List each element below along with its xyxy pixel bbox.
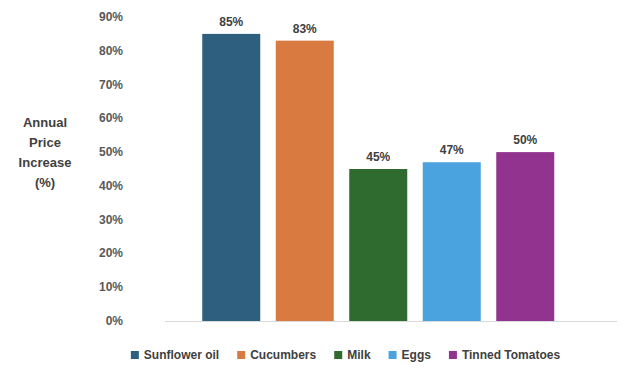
y-tick-label: 40%: [99, 179, 123, 193]
legend-item: Tinned Tomatoes: [449, 348, 561, 362]
legend-swatch: [334, 351, 342, 359]
y-tick-label: 60%: [99, 111, 123, 125]
y-axis-label-line: Price: [29, 135, 61, 150]
legend-item: Milk: [334, 348, 371, 362]
y-tick-label: 20%: [99, 246, 123, 260]
bar: [423, 162, 481, 321]
data-label: 45%: [366, 150, 390, 164]
legend-swatch: [131, 351, 139, 359]
bars: [202, 34, 554, 321]
y-tick-label: 90%: [99, 10, 123, 24]
bar: [349, 169, 407, 321]
legend-swatch: [449, 351, 457, 359]
chart: 0% 10% 20% 30% 40% 50% 60% 70% 80% 90% Annual Price…: [0, 0, 631, 379]
legend-swatch: [389, 351, 397, 359]
y-tick-label: 0%: [106, 314, 124, 328]
y-tick-label: 10%: [99, 280, 123, 294]
y-axis-label: Annual Price Increase (%): [19, 115, 72, 190]
y-tick-label: 80%: [99, 44, 123, 58]
y-tick-label: 30%: [99, 213, 123, 227]
y-tick-label: 50%: [99, 145, 123, 159]
legend-label: Cucumbers: [250, 348, 316, 362]
legend-label: Tinned Tomatoes: [462, 348, 561, 362]
y-axis-label-line: Increase: [19, 155, 72, 170]
x-axis-line: [165, 321, 617, 322]
legend-label: Sunflower oil: [144, 348, 219, 362]
legend: Sunflower oil Cucumbers Milk Eggs Tinned Tom…: [131, 348, 561, 362]
bar: [496, 152, 554, 321]
data-labels: 85% 83% 45% 47% 50%: [219, 15, 537, 164]
data-label: 83%: [293, 22, 317, 36]
y-tick-label: 70%: [99, 78, 123, 92]
legend-label: Eggs: [402, 348, 432, 362]
legend-item: Eggs: [389, 348, 432, 362]
y-axis: 0% 10% 20% 30% 40% 50% 60% 70% 80% 90%: [99, 10, 162, 328]
bar: [276, 41, 334, 321]
legend-label: Milk: [347, 348, 371, 362]
legend-item: Sunflower oil: [131, 348, 219, 362]
data-label: 85%: [219, 15, 243, 29]
legend-swatch: [237, 351, 245, 359]
legend-item: Cucumbers: [237, 348, 316, 362]
bar: [202, 34, 260, 321]
y-axis-label-line: Annual: [23, 115, 67, 130]
y-axis-label-line: (%): [35, 175, 55, 190]
data-label: 50%: [513, 133, 537, 147]
data-label: 47%: [440, 143, 464, 157]
